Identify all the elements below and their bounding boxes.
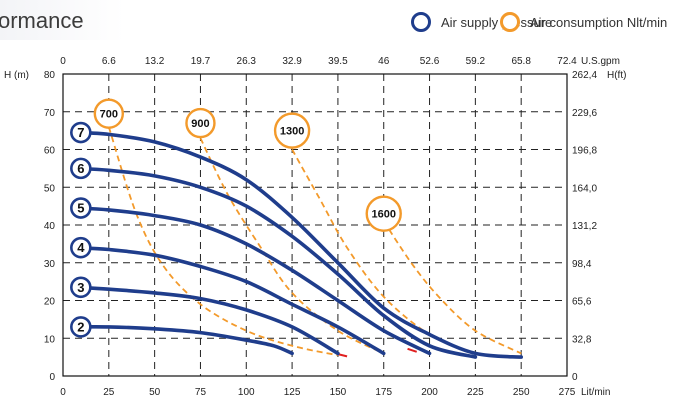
y-left-tick-label: 10 [44,334,56,345]
y-left-tick-label: 50 [44,183,56,194]
chart-grid [63,74,567,376]
x-bottom-tick-label: 25 [103,387,115,398]
chart-title: ormance [0,8,84,33]
y-left-tick-label: 60 [44,146,56,157]
consumption-badge-700 [93,98,125,129]
red-dash-mark [407,347,418,353]
consumption-badge-1300 [273,112,311,149]
consumption-series-group [107,126,522,358]
y-right-tick-label: 98,4 [572,259,592,270]
x-bottom-tick-label: 200 [421,387,438,398]
y-right-tick-label: 32,8 [572,334,592,345]
x-top-tick-label: 52.6 [420,56,440,67]
pressure-curve-6 [74,166,478,359]
x-bottom-tick-label: 75 [195,387,207,398]
consumption-badge-label-1300: 1300 [280,126,304,138]
x-top-tick-label: 46 [378,56,390,67]
y-left-tick-label: 70 [44,108,56,119]
x-bottom-tick-label: 250 [513,387,530,398]
y-right-unit-label: H(ft) [607,70,626,81]
header-bar [0,0,693,40]
y-left-tick-label: 40 [44,221,56,232]
x-top-unit-label: U.S.gpm [581,56,620,67]
pressure-badge-label-5: 5 [77,201,84,216]
x-bottom-tick-label: 150 [330,387,347,398]
pressure-badge-4 [70,236,92,259]
consumption-circle-icon [500,12,520,32]
pressure-badge-6 [70,157,92,180]
pressure-circle-icon [411,12,431,32]
y-right-tick-label: 229,6 [572,108,597,119]
y-right-tick-label: 196,8 [572,146,597,157]
x-top-tick-label: 26.3 [237,56,257,67]
y-right-tick-label: 131,2 [572,221,597,232]
legend-pressure-label: Air supply pressure [441,14,553,30]
x-bottom-tick-label: 100 [238,387,255,398]
consumption-curve-700 [107,126,339,357]
y-left-tick-label: 0 [49,372,55,383]
red-dash-mark [337,353,348,358]
pressure-badge-label-4: 4 [77,240,85,255]
pressure-series-group [74,130,523,359]
x-bottom-tick-label: 175 [375,387,392,398]
y-left-tick-label: 80 [44,70,56,81]
x-top-tick-label: 6.6 [102,56,116,67]
consumption-curve-1300 [291,149,476,355]
x-top-tick-label: 59.2 [466,56,486,67]
pressure-curve-3 [74,285,340,356]
pressure-badge-label-3: 3 [77,280,84,295]
y-right-tick-label: 0 [572,372,578,383]
plot-frame [62,73,568,377]
x-top-tick-label: 65.8 [511,56,531,67]
y-right-tick-label: 65,6 [572,297,592,308]
consumption-badge-1600 [365,195,402,232]
pressure-badge-label-7: 7 [77,125,84,140]
pressure-badge-3 [70,276,92,299]
pressure-badge-label-2: 2 [77,319,84,334]
legend-consumption-label: Air consumption Nlt/min [530,14,668,30]
pressure-curve-5 [74,206,432,356]
pressure-curve-7 [74,130,523,359]
x-top-tick-label: 13.2 [145,56,165,67]
legend-item-pressure: Air supply pressure [411,9,552,35]
x-bottom-tick-label: 50 [149,387,161,398]
pressure-curve-4 [74,245,386,356]
pressure-badge-2 [70,316,92,338]
curve-badges: 7 6 5 4 3 2 700 900 1300 1600 [70,98,402,338]
x-bottom-tick-label: 225 [467,387,484,398]
x-top-tick-label: 72.4 [557,56,577,67]
pressure-badge-5 [70,197,92,219]
pressure-curve-2 [74,324,294,356]
y-right-tick-label: 262,4 [572,70,597,81]
x-top-tick-label: 39.5 [328,56,348,67]
consumption-badge-label-1600: 1600 [371,209,395,221]
pressure-badge-7 [70,121,92,144]
consumption-curve-1600 [382,220,522,355]
consumption-curve-900 [199,137,385,355]
x-top-tick-label: 19.7 [191,56,211,67]
consumption-badge-900 [185,107,216,139]
x-top-tick-label: 0 [60,56,66,67]
x-bottom-tick-label: 0 [60,387,66,398]
y-left-axis-label: H (m) [4,70,29,81]
y-left-tick-label: 30 [44,259,56,270]
x-bottom-tick-label: 125 [284,387,301,398]
consumption-badge-label-700: 700 [100,109,118,121]
y-left-tick-label: 20 [44,297,56,308]
pressure-badge-label-6: 6 [77,161,84,176]
x-bottom-unit-label: Lit/min [581,387,610,398]
x-bottom-tick-label: 275 [559,387,576,398]
y-right-tick-label: 164,0 [572,183,597,194]
consumption-badge-label-900: 900 [191,118,209,130]
legend-item-consumption: Air consumption Nlt/min [500,9,667,35]
x-top-tick-label: 32.9 [282,56,302,67]
